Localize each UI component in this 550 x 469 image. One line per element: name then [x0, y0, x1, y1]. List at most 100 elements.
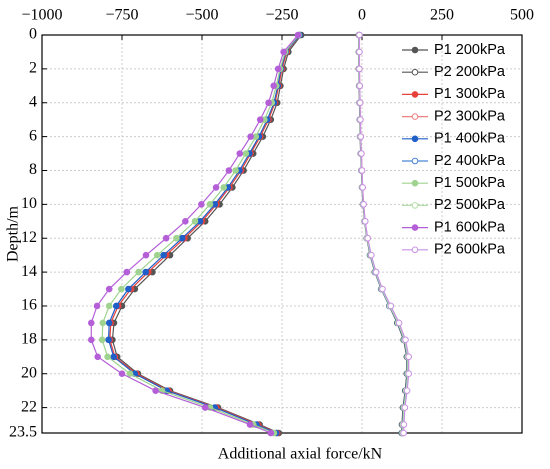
y-tick-label: 22 — [21, 398, 37, 415]
data-point — [401, 404, 409, 411]
y-tick-label: 4 — [29, 93, 37, 110]
data-point — [126, 370, 134, 378]
data-point — [105, 319, 113, 327]
data-point — [356, 82, 364, 90]
x-tick-label: −750 — [105, 7, 138, 24]
data-point — [274, 65, 282, 73]
data-point — [232, 167, 239, 174]
x-axis-label: Additional axial force/kN — [218, 446, 383, 463]
y-tick-label: 10 — [21, 195, 37, 212]
legend-marker — [411, 179, 419, 187]
data-point — [99, 319, 107, 327]
data-point — [356, 65, 363, 73]
data-point — [256, 116, 264, 123]
data-point — [220, 184, 228, 191]
y-tick-label: 8 — [29, 161, 37, 178]
data-point — [364, 234, 372, 242]
legend-label: P2 600kPa — [434, 242, 506, 258]
data-point — [372, 268, 380, 276]
data-point — [105, 336, 112, 344]
data-point — [87, 319, 95, 327]
legend-marker — [411, 246, 419, 254]
legend-marker — [411, 224, 419, 231]
data-point — [379, 285, 386, 293]
data-point — [142, 268, 149, 276]
data-point — [247, 133, 254, 140]
data-point — [198, 201, 205, 208]
data-point — [402, 336, 409, 344]
y-tick-label: 16 — [21, 297, 37, 314]
legend-marker — [411, 46, 419, 54]
data-point — [212, 184, 220, 191]
data-point — [206, 201, 214, 208]
data-point — [270, 82, 277, 90]
data-point — [112, 302, 120, 310]
y-tick-label: 12 — [21, 229, 37, 246]
legend-label: P1 500kPa — [434, 175, 506, 191]
data-point — [405, 370, 413, 378]
y-tick-label: 2 — [29, 60, 37, 77]
legend-label: P2 200kPa — [434, 64, 506, 80]
data-point — [359, 184, 366, 191]
data-point — [104, 353, 111, 361]
data-point — [162, 234, 170, 242]
legend-label: P2 500kPa — [434, 197, 506, 213]
data-point — [267, 429, 275, 437]
x-tick-label: −1000 — [21, 7, 62, 24]
data-point — [265, 99, 272, 107]
data-point — [356, 99, 364, 107]
data-point — [110, 353, 117, 361]
data-point — [242, 150, 250, 157]
data-point — [357, 116, 364, 123]
data-point — [173, 234, 180, 242]
y-tick-label: 18 — [21, 331, 37, 348]
x-tick-label: 500 — [510, 7, 534, 24]
data-point — [357, 133, 365, 140]
data-point — [236, 150, 244, 157]
data-point — [160, 251, 167, 259]
data-point — [93, 302, 101, 310]
data-point — [395, 319, 403, 327]
legend-marker — [411, 202, 419, 209]
data-point — [94, 353, 101, 361]
data-point — [246, 421, 254, 428]
data-point — [403, 387, 411, 394]
data-point — [152, 387, 159, 394]
x-tick-label: 0 — [358, 7, 366, 24]
legend-marker — [411, 157, 419, 165]
data-point — [294, 31, 302, 39]
data-point — [118, 285, 125, 293]
data-point — [178, 234, 186, 242]
data-point — [358, 150, 365, 157]
data-point — [182, 217, 189, 225]
legend-marker — [411, 68, 419, 76]
data-point — [356, 31, 363, 39]
legend-label: P1 600kPa — [434, 219, 506, 235]
data-point — [367, 251, 375, 259]
data-point — [280, 48, 287, 56]
data-point — [361, 217, 369, 225]
legend-label: P2 400kPa — [434, 153, 506, 169]
legend-label: P2 300kPa — [434, 108, 506, 124]
data-point — [98, 336, 106, 344]
x-tick-label: −500 — [185, 7, 218, 24]
x-tick-label: −250 — [265, 7, 298, 24]
legend-marker — [411, 135, 419, 143]
data-point — [225, 167, 233, 174]
y-tick-label: 0 — [29, 26, 37, 43]
data-point — [358, 167, 366, 174]
legend-marker — [411, 113, 419, 120]
y-tick-label: 14 — [21, 263, 37, 280]
data-point — [191, 217, 199, 225]
legend: P1 200kPa P2 200kPa P1 300kPa P2 300kPa P1 4… — [402, 42, 506, 258]
y-tick-label: 20 — [21, 364, 37, 381]
y-axis-label: Depth/m — [5, 205, 22, 262]
data-point — [135, 268, 142, 276]
data-point — [400, 429, 407, 437]
data-point — [123, 268, 131, 276]
data-point — [400, 421, 408, 428]
data-point — [125, 285, 132, 293]
y-tick-label: 6 — [29, 127, 37, 144]
legend-label: P1 300kPa — [434, 86, 506, 102]
